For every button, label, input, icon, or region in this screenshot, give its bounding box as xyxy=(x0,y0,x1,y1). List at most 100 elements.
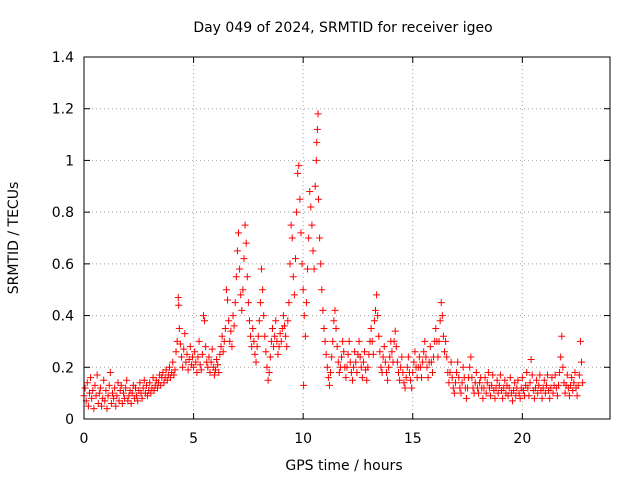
data-point xyxy=(180,345,188,353)
data-point xyxy=(128,389,136,397)
data-point xyxy=(377,363,385,371)
data-point xyxy=(104,392,112,400)
data-point xyxy=(441,348,449,356)
data-point xyxy=(251,350,259,358)
data-point xyxy=(409,368,417,376)
data-point xyxy=(458,379,466,387)
data-point xyxy=(488,381,496,389)
data-point xyxy=(317,260,325,268)
data-point xyxy=(84,402,92,410)
data-point xyxy=(370,317,378,325)
data-point xyxy=(415,353,423,361)
data-point xyxy=(476,379,484,387)
data-point xyxy=(421,337,429,345)
data-point xyxy=(368,337,376,345)
data-point xyxy=(364,363,372,371)
data-point xyxy=(218,332,226,340)
data-point xyxy=(396,376,404,384)
data-point xyxy=(325,381,333,389)
data-point xyxy=(556,368,564,376)
data-point xyxy=(423,363,431,371)
data-point xyxy=(175,325,183,332)
data-point xyxy=(146,379,154,387)
data-point xyxy=(322,350,330,358)
y-tick-label: 0.8 xyxy=(52,205,74,221)
data-point xyxy=(506,374,514,382)
x-tick-label: 20 xyxy=(513,431,531,447)
data-point xyxy=(568,374,576,382)
grid-layer xyxy=(84,57,610,419)
data-point xyxy=(468,374,476,382)
data-point xyxy=(183,350,191,358)
data-point xyxy=(359,358,367,366)
data-point xyxy=(508,397,516,405)
data-point xyxy=(107,399,115,407)
data-point xyxy=(90,405,98,413)
data-point xyxy=(516,394,524,402)
data-point xyxy=(542,381,550,389)
data-point xyxy=(345,337,353,345)
data-point xyxy=(526,379,534,387)
data-point xyxy=(301,332,309,340)
data-point xyxy=(88,394,96,402)
data-point xyxy=(442,337,450,345)
data-point xyxy=(113,392,121,400)
data-point xyxy=(489,371,497,379)
data-point xyxy=(400,379,408,387)
data-point xyxy=(311,182,319,190)
data-point xyxy=(195,337,203,345)
data-point xyxy=(201,317,209,325)
data-point xyxy=(559,363,567,371)
data-point xyxy=(174,293,182,301)
data-point xyxy=(172,348,180,356)
data-point xyxy=(453,368,461,376)
data-point xyxy=(369,350,377,358)
data-point xyxy=(382,368,390,376)
data-point xyxy=(289,273,297,281)
data-point xyxy=(482,389,490,397)
data-point xyxy=(243,273,251,281)
axis-ticks: 0 5 10 15 20 0 0.2 0.4 0.6 0.8 1 1.2 1.4 xyxy=(52,50,610,447)
data-point xyxy=(447,358,455,366)
data-point xyxy=(306,187,314,195)
data-point xyxy=(87,374,95,382)
data-point xyxy=(457,389,465,397)
data-point xyxy=(540,376,548,384)
data-point xyxy=(379,353,387,361)
data-point xyxy=(285,299,293,307)
data-point xyxy=(232,273,240,281)
data-point xyxy=(518,374,526,382)
data-point xyxy=(228,343,236,351)
data-point xyxy=(169,358,177,366)
data-point xyxy=(410,358,418,366)
data-point xyxy=(133,392,141,400)
data-point xyxy=(312,156,320,164)
data-point xyxy=(127,399,135,407)
data-point xyxy=(300,381,308,389)
data-point xyxy=(375,332,383,340)
data-point xyxy=(571,368,579,376)
data-point xyxy=(358,374,366,382)
data-point xyxy=(420,348,428,356)
data-point xyxy=(219,348,227,356)
data-point xyxy=(315,195,323,203)
data-point xyxy=(106,368,114,376)
data-point xyxy=(391,327,399,335)
data-point xyxy=(242,239,250,247)
data-point xyxy=(290,291,298,299)
data-point xyxy=(530,394,538,402)
data-point xyxy=(323,363,331,371)
y-tick-label: 0.2 xyxy=(52,360,74,376)
data-point xyxy=(355,337,363,345)
data-point xyxy=(401,384,409,392)
data-point xyxy=(98,402,106,410)
data-point xyxy=(252,358,260,366)
data-point xyxy=(544,371,552,379)
data-point xyxy=(310,265,318,273)
data-point xyxy=(229,312,237,320)
data-point xyxy=(286,260,294,268)
data-point xyxy=(535,381,543,389)
data-point xyxy=(118,399,126,407)
data-point xyxy=(538,394,546,402)
